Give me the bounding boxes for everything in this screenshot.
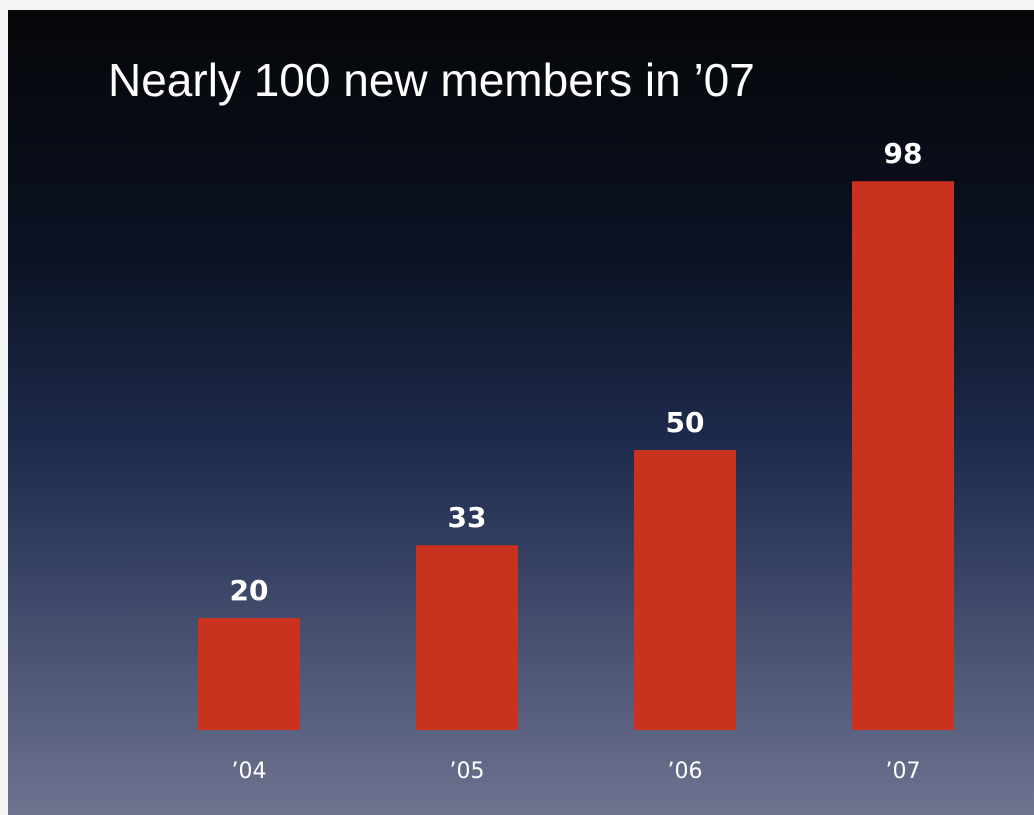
bar: [634, 450, 736, 730]
bar: [198, 618, 300, 730]
value-label: 50: [666, 406, 705, 439]
bar: [416, 545, 518, 730]
bar: [852, 181, 954, 730]
value-label: 33: [448, 501, 487, 534]
value-label: 20: [230, 574, 269, 607]
value-label: 98: [884, 137, 923, 170]
x-tick-label: ’07: [886, 759, 921, 784]
x-tick-label: ’04: [232, 759, 267, 784]
chart-title: Nearly 100 new members in ’07: [108, 54, 755, 106]
x-tick-label: ’06: [668, 759, 703, 784]
x-tick-label: ’05: [450, 759, 485, 784]
